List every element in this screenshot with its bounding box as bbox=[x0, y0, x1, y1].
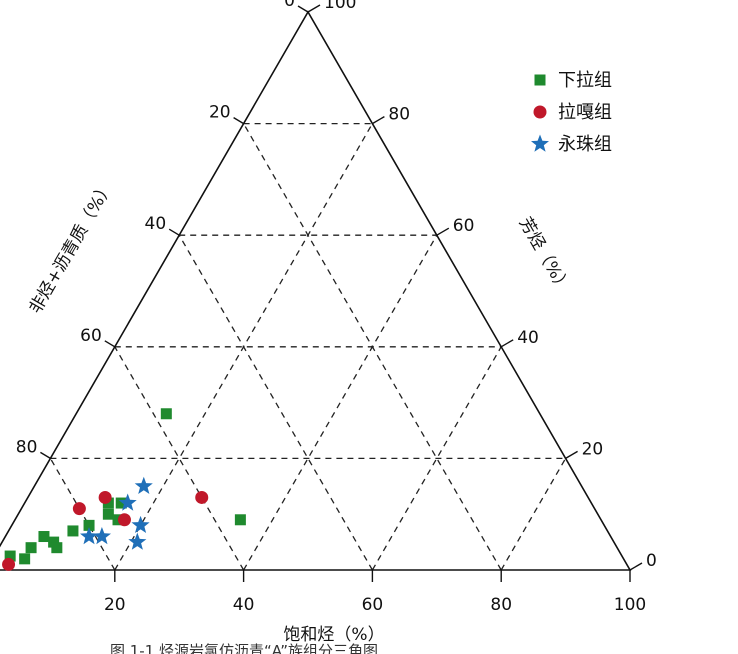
figure-caption: 图 1-1 烃源岩氯仿沥青“A”族组分三角图 bbox=[110, 642, 378, 654]
grid-line-saturates-40 bbox=[243, 234, 438, 571]
tick-nso-60 bbox=[104, 340, 116, 348]
chart-frame bbox=[0, 10, 632, 571]
data-point-circle-1-4 bbox=[195, 490, 209, 504]
tick-labels: 20 40 60 80 100 0 20 40 60 80 100 80 60 40 20 0 bbox=[16, 0, 657, 615]
legend-marker-circle bbox=[533, 105, 547, 119]
tick-label-nso-80: 80 bbox=[16, 437, 38, 457]
tick-label-saturates-20: 20 bbox=[104, 595, 126, 615]
data-point-square-0-6 bbox=[51, 542, 63, 554]
legend-marker-square bbox=[534, 74, 546, 86]
tick-nso-40 bbox=[168, 228, 180, 236]
tick-label-nso-0: 0 bbox=[284, 0, 295, 11]
grid-lines bbox=[49, 122, 567, 571]
data-point-square-0-5 bbox=[48, 536, 60, 548]
data-point-circle-1-2 bbox=[98, 490, 112, 504]
tick-label-aromatics-20: 20 bbox=[582, 439, 604, 459]
axis-titles: 饱和烃（%） 非烃+沥青质（%） 芳烃（%） bbox=[26, 178, 574, 645]
data-point-square-0-7 bbox=[67, 525, 79, 537]
legend-label-1: 拉嘎组 bbox=[558, 102, 612, 123]
tick-label-aromatics-60: 60 bbox=[453, 216, 475, 236]
tick-aromatics-20 bbox=[565, 450, 578, 460]
tick-nso-20 bbox=[233, 116, 244, 125]
legend-label-2: 永珠组 bbox=[558, 134, 612, 155]
tick-label-saturates-80: 80 bbox=[490, 595, 512, 615]
data-point-star-2-0 bbox=[80, 527, 99, 545]
data-point-square-0-1 bbox=[4, 550, 16, 562]
grid-line-nso-60 bbox=[114, 346, 245, 571]
tick-marks bbox=[40, 4, 643, 582]
tick-label-saturates-60: 60 bbox=[362, 595, 384, 615]
data-point-square-0-13 bbox=[234, 514, 246, 526]
data-point-star-2-3 bbox=[128, 532, 147, 550]
tick-label-saturates-100: 100 bbox=[614, 595, 646, 615]
legend-marker-star bbox=[531, 134, 549, 152]
tick-label-aromatics-0: 0 bbox=[646, 551, 657, 571]
tick-label-aromatics-40: 40 bbox=[517, 328, 539, 348]
tick-nso-80 bbox=[40, 451, 51, 460]
data-point-star-2-2 bbox=[118, 493, 137, 511]
tick-label-nso-40: 40 bbox=[145, 214, 167, 234]
triangle-frame bbox=[0, 10, 632, 571]
grid-line-saturates-60 bbox=[371, 346, 502, 571]
data-point-star-2-4 bbox=[131, 515, 150, 533]
data-point-square-0-10 bbox=[102, 508, 114, 520]
data-point-square-0-14 bbox=[160, 408, 172, 420]
tick-aromatics-0 bbox=[629, 562, 643, 571]
data-point-circle-1-1 bbox=[72, 502, 86, 516]
data-point-square-0-4 bbox=[38, 531, 50, 543]
tick-aromatics-80 bbox=[372, 115, 385, 125]
tick-aromatics-40 bbox=[500, 339, 514, 348]
data-point-circle-1-3 bbox=[117, 513, 131, 527]
tick-label-aromatics-80: 80 bbox=[388, 105, 410, 125]
data-point-square-0-2 bbox=[19, 553, 31, 565]
grid-line-saturates-80 bbox=[500, 458, 567, 571]
axis-title-aromatics: 芳烃（%） bbox=[515, 214, 574, 297]
grid-line-nso-40 bbox=[178, 234, 373, 571]
data-point-star-2-1 bbox=[92, 527, 111, 545]
axis-title-nso: 非烃+沥青质（%） bbox=[26, 178, 118, 317]
tick-aromatics-60 bbox=[436, 227, 450, 236]
tick-nso-0 bbox=[297, 5, 309, 13]
data-point-square-0-11 bbox=[115, 497, 127, 509]
data-point-square-0-8 bbox=[83, 519, 95, 531]
data-points bbox=[2, 408, 246, 571]
data-point-square-0-3 bbox=[25, 542, 37, 554]
axis-title-saturates: 饱和烃（%） bbox=[283, 625, 384, 645]
tick-label-nso-60: 60 bbox=[80, 326, 102, 346]
tick-label-nso-20: 20 bbox=[209, 103, 231, 123]
tick-label-aromatics-100: 100 bbox=[324, 0, 356, 13]
tick-aromatics-100 bbox=[307, 4, 321, 13]
legend-label-0: 下拉组 bbox=[558, 70, 612, 91]
data-point-circle-1-0 bbox=[2, 557, 16, 571]
tick-label-saturates-40: 40 bbox=[233, 595, 255, 615]
data-point-star-2-5 bbox=[134, 476, 153, 494]
